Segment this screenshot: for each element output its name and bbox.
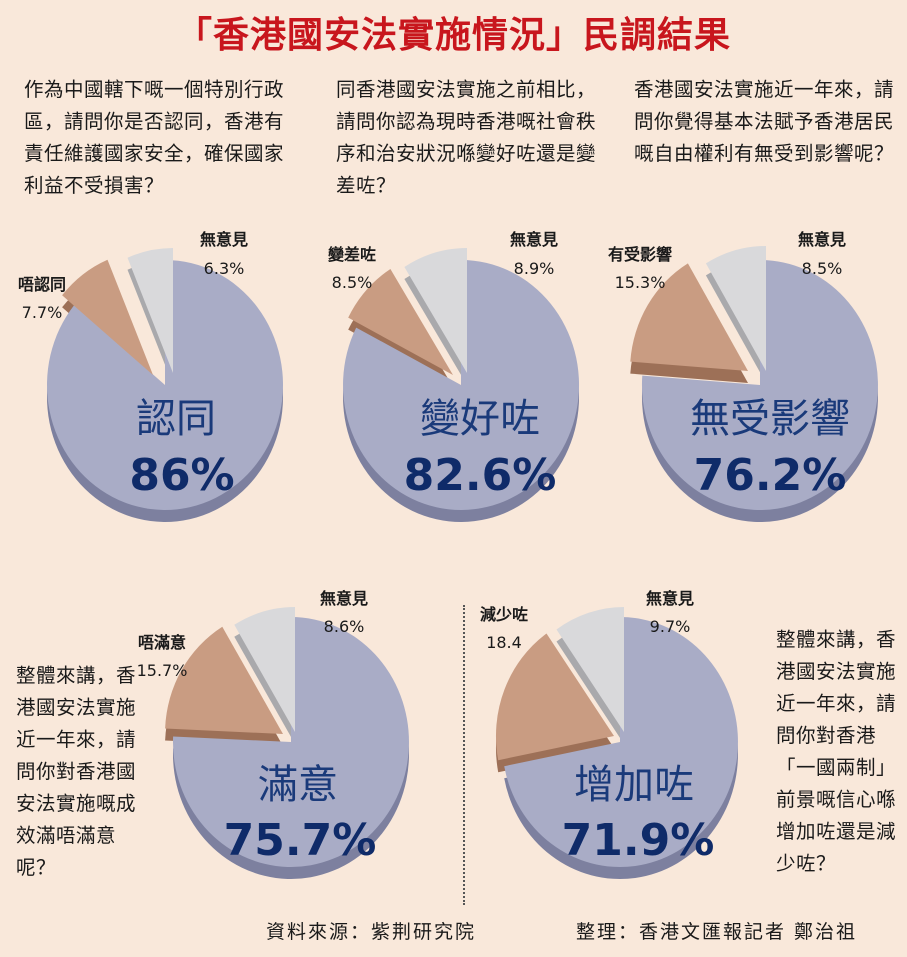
pie-chart-5: 增加咗 71.9% 減少咗 18.4 無意見 9.7%: [480, 589, 738, 880]
pie-chart-1: 認同 86% 唔認同 7.7% 無意見 6.3%: [18, 230, 284, 522]
main-slice-value: 76.2%: [694, 450, 847, 501]
slice-label: 有受影響: [608, 245, 672, 264]
pie-slice: [404, 247, 467, 373]
slice-value: 8.9%: [514, 259, 555, 278]
main-slice-label: 認同: [136, 396, 216, 442]
question-5: 整體來講，香港國安法實施近一年來，請問你對香港「一國兩制」前景嘅信心喺增加咗還是…: [776, 628, 897, 875]
slice-label: 變差咗: [328, 245, 376, 264]
pie-slice: [556, 607, 624, 732]
pie-slice: [234, 607, 295, 732]
editor-note: 整理：香港文匯報記者 鄭治祖: [576, 921, 858, 943]
slice-value: 9.7%: [650, 617, 691, 636]
slice-value: 15.3%: [615, 273, 666, 292]
pie-slice: [495, 633, 614, 761]
pie-chart-2: 變好咗 82.6% 變差咗 8.5% 無意見 8.9%: [328, 230, 580, 522]
main-slice-value: 86%: [129, 450, 234, 501]
column-divider: [463, 605, 465, 905]
slice-label: 無意見: [510, 230, 558, 249]
pie-slice: [62, 259, 153, 375]
main-slice-label: 增加咗: [574, 762, 694, 808]
question-4: 整體來講，香港國安法實施近一年來，請問你對香港國安法實施嘅成效滿唔滿意呢？: [16, 664, 137, 879]
slice-value: 6.3%: [204, 259, 245, 278]
pie-slice: [705, 246, 766, 371]
main-slice-value: 71.9%: [562, 815, 715, 866]
slice-label: 無意見: [200, 230, 248, 249]
pie-slice: [348, 269, 453, 375]
pie-chart-3: 無受影響 76.2% 有受影響 15.3% 無意見 8.5%: [608, 230, 878, 522]
main-slice-value: 75.7%: [224, 815, 377, 866]
question-2: 同香港國安法實施之前相比，請問你認為現時香港嘅社會秩序和治安狀況喺變好咗還是變差…: [336, 78, 597, 197]
pie-chart-4: 滿意 75.7% 唔滿意 15.7% 無意見 8.6%: [137, 589, 409, 879]
pie-slice: [47, 260, 284, 511]
pie-slice: [172, 617, 409, 868]
main-slice-value: 82.6%: [404, 450, 557, 501]
pie-slice: [127, 248, 173, 373]
question-1: 作為中國轄下嘅一個特別行政區，請問你是否認同，香港有責任維護國家安全，確保國家利…: [24, 78, 285, 197]
slice-value: 8.5%: [332, 273, 373, 292]
pie-slice: [504, 617, 738, 867]
slice-value: 8.5%: [802, 259, 843, 278]
slice-value: 18.4: [486, 633, 522, 652]
slice-label: 無意見: [320, 589, 368, 608]
slice-value: 15.7%: [137, 661, 188, 680]
pie-slice: [165, 626, 283, 734]
slice-value: 8.6%: [324, 617, 365, 636]
slice-value: 7.7%: [22, 303, 63, 322]
page-title: 「香港國安法實施情況」民調結果: [175, 14, 731, 56]
slice-label: 無意見: [798, 230, 846, 249]
question-3: 香港國安法實施近一年來，請問你覺得基本法賦予香港居民嘅自由權利有無受到影響呢？: [634, 78, 895, 165]
source-note: 資料來源：紫荆研究院: [266, 921, 477, 943]
pie-slice: [630, 263, 748, 371]
pie-slice: [641, 260, 878, 510]
main-slice-label: 變好咗: [420, 396, 540, 442]
pie-slice: [343, 260, 580, 511]
slice-label: 減少咗: [480, 605, 528, 624]
main-slice-label: 無受影響: [690, 396, 850, 442]
slice-label: 無意見: [646, 589, 694, 608]
main-slice-label: 滿意: [258, 762, 338, 808]
slice-label: 唔滿意: [138, 633, 186, 652]
slice-label: 唔認同: [18, 275, 66, 294]
